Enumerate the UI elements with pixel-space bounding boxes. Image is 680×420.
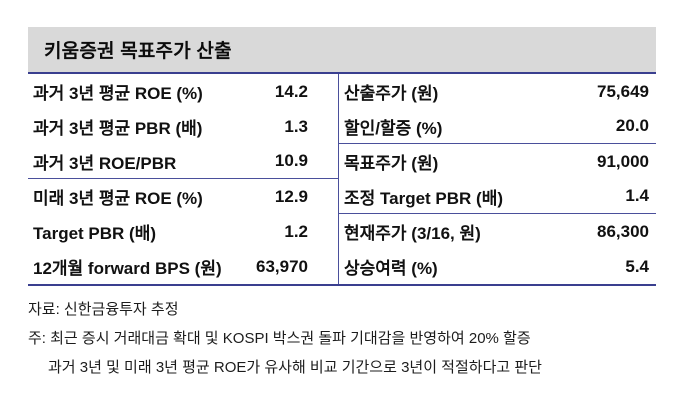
row-value: 12.9: [274, 186, 308, 206]
table-row: 과거 3년 평균 PBR (배) 1.3: [28, 109, 338, 144]
table-row: 목표주가 (원) 91,000: [339, 144, 656, 179]
table-row: 미래 3년 평균 ROE (%) 12.9: [28, 179, 338, 214]
row-label: 상승여력 (%): [344, 259, 438, 278]
table-row: 12개월 forward BPS (원) 63,970: [28, 249, 338, 284]
note-line-2: 과거 3년 및 미래 3년 평균 ROE가 유사해 비교 기간으로 3년이 적절…: [48, 359, 542, 376]
table-row: 과거 3년 평균 ROE (%) 14.2: [28, 74, 338, 109]
row-label: 할인/할증 (%): [344, 118, 443, 138]
table-row: 과거 3년 ROE/PBR 10.9: [28, 144, 338, 179]
row-value: 86,300: [597, 221, 649, 241]
row-value: 1.2: [284, 221, 308, 241]
target-price-table: 키움증권 목표주가 산출 과거 3년 평균 ROE (%) 14.2 과거 3년…: [28, 27, 656, 382]
table-row: Target PBR (배) 1.2: [28, 214, 338, 249]
table-row: 상승여력 (%) 5.4: [339, 249, 656, 284]
row-value: 14.2: [274, 81, 308, 101]
row-label: 산출주가 (원): [344, 84, 439, 103]
table-row: 조정 Target PBR (배) 1.4: [339, 179, 656, 214]
row-value: 91,000: [597, 151, 649, 171]
row-label: 과거 3년 평균 ROE (%): [33, 84, 203, 103]
row-label: 과거 3년 평균 PBR (배): [33, 119, 203, 138]
note-line-1: 주: 최근 증시 거래대금 확대 및 KOSPI 박스권 돌파 기대감을 반영하…: [28, 330, 531, 347]
table-row: 현재주가 (3/16, 원) 86,300: [339, 214, 656, 249]
row-value: 1.4: [625, 186, 649, 205]
source-note: 자료: 신한금융투자 추정: [28, 301, 179, 318]
table-title: 키움증권 목표주가 산출: [44, 41, 232, 62]
row-label: 목표주가 (원): [344, 154, 439, 173]
row-value: 75,649: [597, 81, 649, 101]
table-title-bar: 키움증권 목표주가 산출: [28, 27, 656, 74]
row-value: 1.3: [284, 116, 308, 136]
table-body: 과거 3년 평균 ROE (%) 14.2 과거 3년 평균 PBR (배) 1…: [28, 74, 656, 286]
table-column-right: 산출주가 (원) 75,649 할인/할증 (%) 20.0 목표주가 (원) …: [338, 74, 656, 284]
row-label: 현재주가 (3/16, 원): [344, 224, 481, 243]
table-row: 산출주가 (원) 75,649: [339, 74, 656, 109]
row-label: 조정 Target PBR (배): [344, 188, 503, 208]
row-value: 63,970: [256, 256, 308, 276]
row-label: 미래 3년 평균 ROE (%): [33, 189, 203, 208]
row-value: 20.0: [615, 116, 649, 135]
row-label: Target PBR (배): [33, 224, 156, 243]
footnotes: 자료: 신한금융투자 추정 주: 최근 증시 거래대금 확대 및 KOSPI 박…: [28, 295, 656, 382]
table-column-left: 과거 3년 평균 ROE (%) 14.2 과거 3년 평균 PBR (배) 1…: [28, 74, 338, 284]
row-label: 12개월 forward BPS (원): [33, 259, 222, 278]
row-value: 10.9: [274, 151, 308, 170]
row-value: 5.4: [625, 256, 649, 276]
row-label: 과거 3년 ROE/PBR: [33, 153, 177, 173]
table-row: 할인/할증 (%) 20.0: [339, 109, 656, 144]
